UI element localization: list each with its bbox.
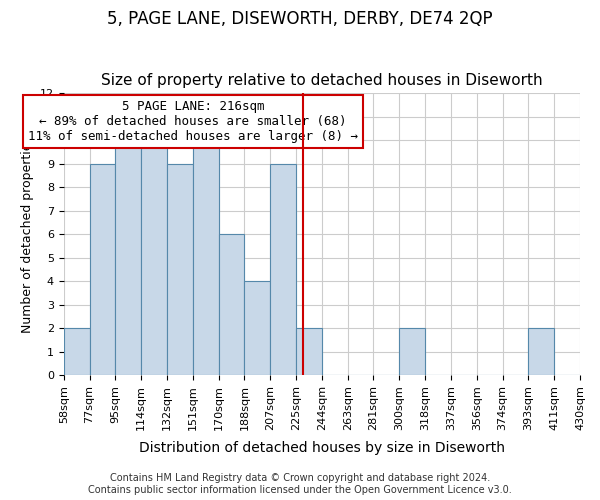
Bar bbox=[89, 164, 115, 375]
Bar bbox=[167, 164, 193, 375]
Bar bbox=[193, 140, 218, 375]
Bar bbox=[64, 328, 89, 375]
Text: 5 PAGE LANE: 216sqm
← 89% of detached houses are smaller (68)
11% of semi-detach: 5 PAGE LANE: 216sqm ← 89% of detached ho… bbox=[28, 100, 358, 144]
X-axis label: Distribution of detached houses by size in Diseworth: Distribution of detached houses by size … bbox=[139, 441, 505, 455]
Bar bbox=[218, 234, 244, 375]
Bar bbox=[270, 164, 296, 375]
Title: Size of property relative to detached houses in Diseworth: Size of property relative to detached ho… bbox=[101, 73, 542, 88]
Bar bbox=[400, 328, 425, 375]
Bar bbox=[244, 281, 270, 375]
Text: Contains HM Land Registry data © Crown copyright and database right 2024.
Contai: Contains HM Land Registry data © Crown c… bbox=[88, 474, 512, 495]
Bar bbox=[296, 328, 322, 375]
Y-axis label: Number of detached properties: Number of detached properties bbox=[22, 136, 34, 332]
Bar bbox=[115, 140, 141, 375]
Text: 5, PAGE LANE, DISEWORTH, DERBY, DE74 2QP: 5, PAGE LANE, DISEWORTH, DERBY, DE74 2QP bbox=[107, 10, 493, 28]
Bar bbox=[529, 328, 554, 375]
Bar bbox=[141, 140, 167, 375]
